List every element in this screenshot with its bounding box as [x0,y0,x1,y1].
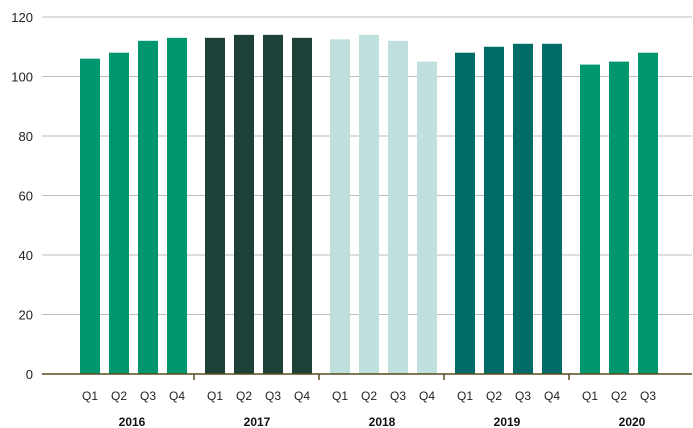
bar [417,61,437,374]
x-tick-label: Q2 [236,389,252,403]
y-tick-label: 100 [11,70,33,85]
x-tick-label: Q4 [419,389,435,403]
bar [609,61,629,374]
bar [330,39,350,374]
x-tick-label: Q3 [140,389,156,403]
x-tick-label: Q2 [361,389,377,403]
x-tick-label: Q3 [515,389,531,403]
bar [205,37,225,374]
y-tick-label: 20 [19,308,33,323]
bar [234,34,254,374]
group-label: 2018 [369,415,396,428]
group-label: 2017 [244,415,271,428]
y-tick-label: 120 [11,10,33,25]
bar [513,43,533,375]
group-label: 2019 [494,415,521,428]
bar [542,43,562,375]
x-tick-label: Q1 [457,389,473,403]
bar [138,40,158,375]
x-tick-label: Q1 [582,389,598,403]
bar [263,34,283,374]
y-tick-label: 80 [19,129,33,144]
x-tick-label: Q2 [486,389,502,403]
x-tick-label: Q1 [207,389,223,403]
y-axis-ticks: 0 20 40 60 80 100 120 [11,10,33,382]
x-tick-label: Q1 [332,389,348,403]
x-tick-label: Q4 [169,389,185,403]
x-tick-label: Q4 [294,389,310,403]
bar [455,52,475,374]
y-tick-label: 40 [19,248,33,263]
bar [292,37,312,374]
bar [167,37,187,374]
bar [484,46,504,374]
group-label: 2020 [619,415,646,428]
x-axis-labels: Q1 Q2 Q3 Q4 2016 Q1 Q2 Q3 Q4 2017 Q1 Q2 Q3 Q4 2018 Q1 Q2… [82,389,656,428]
x-tick-label: Q1 [82,389,98,403]
x-axis [42,373,692,380]
x-tick-label: Q4 [544,389,560,403]
x-tick-label: Q3 [640,389,656,403]
bar [638,52,658,374]
x-tick-label: Q3 [265,389,281,403]
bar [80,58,100,375]
x-tick-label: Q2 [111,389,127,403]
bar [109,52,129,374]
group-label: 2016 [119,415,146,428]
y-tick-label: 60 [19,189,33,204]
bar [580,64,600,374]
x-tick-label: Q2 [611,389,627,403]
bar [388,40,408,375]
x-tick-label: Q3 [390,389,406,403]
bar [359,34,379,374]
y-tick-label: 0 [26,367,33,382]
bars [80,34,658,375]
